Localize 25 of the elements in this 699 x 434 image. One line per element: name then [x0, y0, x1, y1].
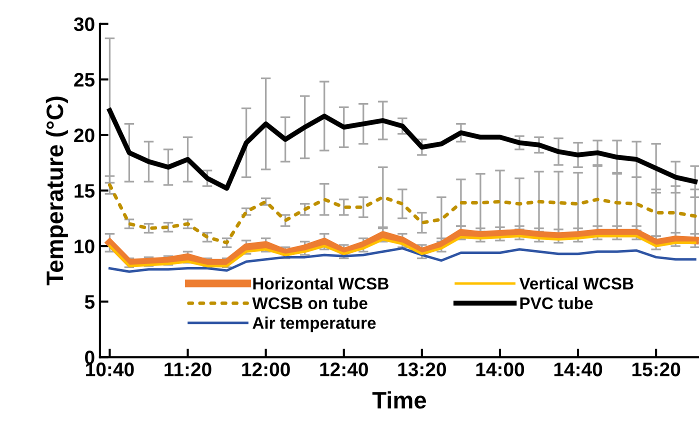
x-tick-label: 11:20 — [164, 362, 212, 376]
x-tick-label: 10:40 — [86, 362, 134, 376]
y-tick-label: 30 — [74, 17, 94, 32]
legend-label: Vertical WCSB — [519, 277, 634, 290]
legend-label: Air temperature — [252, 316, 376, 332]
y-axis-title: Temperature (°C) — [46, 96, 68, 286]
x-tick-label: 15:20 — [632, 362, 680, 376]
x-tick-label: 14:40 — [554, 362, 602, 376]
y-tick-label: 25 — [74, 72, 95, 87]
line-series — [108, 247, 696, 273]
line-series — [108, 234, 696, 268]
y-tick-label: 10 — [74, 240, 94, 254]
x-tick-label: 12:40 — [320, 362, 368, 376]
y-tick-label: 5 — [84, 295, 95, 309]
line-series — [108, 183, 697, 244]
x-tick-label: 14:00 — [476, 362, 524, 376]
x-axis-title: Time — [372, 391, 426, 409]
legend-label: PVC tube — [520, 296, 593, 310]
legend-label: WCSB on tube — [252, 296, 368, 310]
y-tick-label: 20 — [74, 128, 94, 142]
legend-label: Horizontal WCSB — [253, 277, 388, 290]
y-tick-label: 15 — [74, 184, 95, 198]
line-series — [107, 108, 698, 191]
x-tick-label: 12:00 — [242, 362, 290, 376]
x-tick-label: 13:20 — [398, 362, 446, 376]
